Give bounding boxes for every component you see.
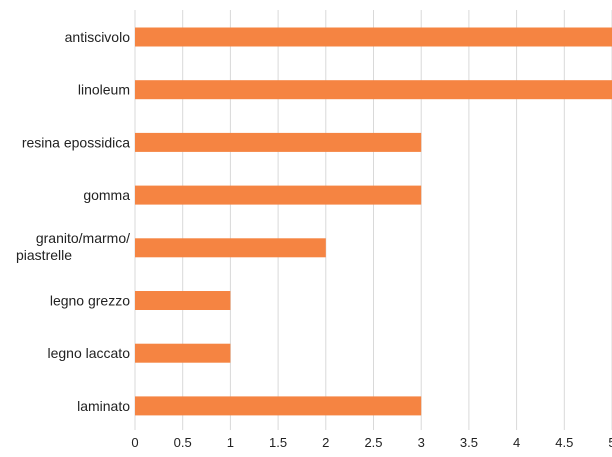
x-tick-label: 1.5 bbox=[269, 435, 287, 450]
category-label: legno grezzo bbox=[50, 293, 130, 309]
x-tick-label: 1 bbox=[227, 435, 234, 450]
x-tick-label: 2.5 bbox=[364, 435, 382, 450]
x-tick-label: 3 bbox=[418, 435, 425, 450]
bar bbox=[135, 343, 231, 363]
x-tick-label: 3.5 bbox=[460, 435, 478, 450]
x-tick-label: 4.5 bbox=[555, 435, 573, 450]
category-label: resina epossidica bbox=[22, 134, 130, 150]
bar bbox=[135, 396, 422, 416]
bar bbox=[135, 238, 326, 258]
bar bbox=[135, 27, 612, 47]
bar-layer bbox=[135, 27, 612, 416]
category-label: gomma bbox=[83, 187, 130, 203]
x-tick-label: 2 bbox=[322, 435, 329, 450]
bar bbox=[135, 291, 231, 310]
grid-layer bbox=[134, 10, 612, 430]
x-tick-label: 0 bbox=[131, 435, 138, 450]
bar bbox=[135, 185, 422, 205]
bar bbox=[135, 132, 422, 152]
x-tick-label: 0.5 bbox=[174, 435, 192, 450]
category-label: linoleum bbox=[78, 82, 130, 98]
category-label: laminato bbox=[77, 398, 130, 414]
category-label-layer: antiscivolo linoleum resina epossidica gomm… bbox=[16, 29, 130, 414]
x-tick-label: 5 bbox=[608, 435, 612, 450]
x-tick-layer: 0 0.5 1 1.5 2 2.5 3 3.5 4 4.5 5 bbox=[131, 435, 612, 450]
category-label: granito/marmo/piastrelle bbox=[16, 230, 130, 263]
category-label: legno laccato bbox=[47, 345, 130, 361]
bar bbox=[135, 80, 612, 100]
category-label: antiscivolo bbox=[65, 29, 131, 45]
x-tick-label: 4 bbox=[513, 435, 520, 450]
